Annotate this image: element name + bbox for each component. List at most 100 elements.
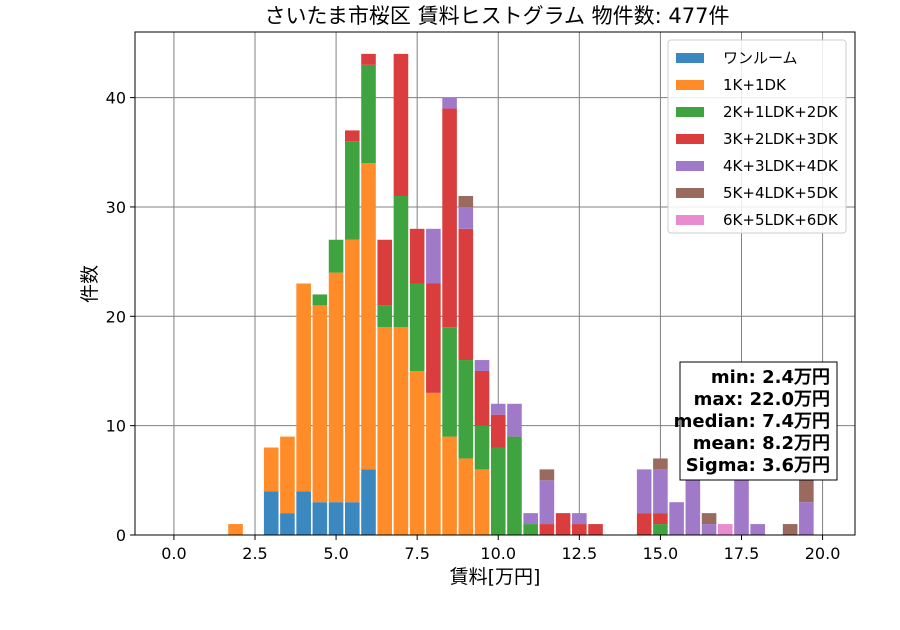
x-tick-label: 10.0 — [480, 544, 516, 563]
bar-segment — [442, 436, 457, 535]
bar-segment — [490, 447, 506, 535]
bar-segment — [507, 436, 522, 535]
bar-segment — [426, 392, 441, 535]
bar-segment — [345, 239, 360, 503]
bar-segment — [312, 294, 328, 306]
bar-segment — [296, 491, 311, 535]
bar-segment — [458, 458, 474, 535]
bar-segment — [280, 513, 295, 535]
bar-segment — [701, 524, 717, 535]
bar-segment — [458, 228, 474, 361]
bar-segment — [572, 524, 587, 535]
legend-swatch — [676, 188, 704, 198]
bar-segment — [685, 469, 701, 535]
bar-segment — [799, 480, 814, 503]
bar-segment — [653, 469, 668, 514]
x-tick-label: 12.5 — [562, 544, 598, 563]
bar-segment — [409, 228, 425, 284]
legend-swatch — [676, 80, 704, 90]
bar-segment — [653, 458, 668, 470]
bar-segment — [669, 502, 684, 535]
bar-segment — [442, 327, 457, 437]
bar-segment — [458, 206, 474, 229]
y-axis-label: 件数 — [79, 265, 101, 303]
legend-label: 1K+1DK — [723, 76, 787, 94]
bar-segment — [653, 524, 668, 535]
bar-segment — [474, 370, 490, 426]
stats-line: min: 2.4万円 — [711, 367, 830, 388]
bar-segment — [490, 414, 506, 448]
bar-segment — [345, 141, 360, 240]
bar-segment — [312, 502, 328, 535]
stats-line: median: 7.4万円 — [674, 411, 830, 432]
bar-segment — [228, 524, 243, 535]
plot-frame — [134, 31, 856, 536]
bar-segment — [361, 53, 376, 65]
stats-line: Sigma: 3.6万円 — [686, 455, 830, 476]
bar-segment — [345, 130, 360, 142]
y-tick-label: 20 — [106, 307, 126, 326]
bar-segment — [263, 491, 279, 535]
bar-segment — [377, 327, 393, 535]
stats-frame — [679, 361, 838, 481]
bar-segment — [361, 469, 376, 535]
bar-segment — [409, 283, 425, 371]
bar-segment — [426, 283, 441, 393]
bar-segment — [636, 469, 652, 514]
bar-segment — [523, 513, 538, 525]
x-tick-label: 20.0 — [805, 544, 841, 563]
bar-segment — [717, 524, 733, 535]
bar-segment — [507, 403, 522, 437]
bar-segment — [555, 513, 571, 535]
bar-segment — [653, 513, 668, 525]
bar-segment — [263, 447, 279, 492]
bar-segment — [426, 228, 441, 284]
bar-segment — [636, 513, 652, 535]
bar-segment — [701, 513, 717, 525]
bar-segment — [328, 239, 344, 273]
legend-swatch — [676, 107, 704, 117]
bar-segment — [361, 64, 376, 164]
y-tick-label: 0 — [116, 526, 126, 545]
stats-line: max: 22.0万円 — [694, 389, 830, 410]
bar-segment — [490, 403, 506, 415]
axis-ticks: 0.0 2.5 5.0 7.5 10.0 12.5 15.0 17.5 20.0 0 10 20 30 4… — [106, 89, 841, 563]
y-tick-label: 10 — [106, 417, 126, 436]
bar-segment — [474, 469, 490, 535]
legend-swatch — [676, 134, 704, 144]
legend-swatch — [676, 161, 704, 171]
bar-segment — [409, 370, 425, 535]
bar-segment — [458, 196, 474, 207]
y-tick-label: 40 — [106, 89, 126, 108]
bar-segment — [296, 283, 311, 492]
bar-segment — [328, 502, 344, 535]
bar-segment — [539, 469, 555, 481]
x-tick-label: 15.0 — [643, 544, 679, 563]
bar-segment — [734, 480, 749, 535]
legend-label: 5K+4LDK+5DK — [723, 184, 839, 202]
bar-segment — [312, 305, 328, 503]
x-tick-label: 5.0 — [323, 544, 348, 563]
bar-segment — [750, 524, 765, 535]
bar-segment — [458, 360, 474, 459]
bar-segment — [345, 502, 360, 535]
bar-segment — [474, 360, 490, 371]
bar-segment — [588, 524, 603, 535]
bars — [228, 53, 814, 535]
bar-segment — [393, 327, 409, 535]
bar-segment — [393, 196, 409, 328]
bar-segment — [377, 305, 393, 328]
bar-segment — [377, 239, 393, 306]
bar-segment — [442, 97, 457, 109]
bar-segment — [442, 108, 457, 328]
bar-segment — [572, 513, 587, 525]
x-tick-label: 0.0 — [161, 544, 186, 563]
legend-label: ワンルーム — [723, 49, 798, 67]
bar-segment — [393, 53, 409, 197]
bar-segment — [539, 524, 555, 535]
bar-segment — [474, 425, 490, 470]
y-tick-label: 30 — [106, 198, 126, 217]
legend: ワンルーム 1K+1DK 2K+1LDK+2DK 3K+2LDK+3DK 4K+3LDK… — [667, 39, 847, 234]
